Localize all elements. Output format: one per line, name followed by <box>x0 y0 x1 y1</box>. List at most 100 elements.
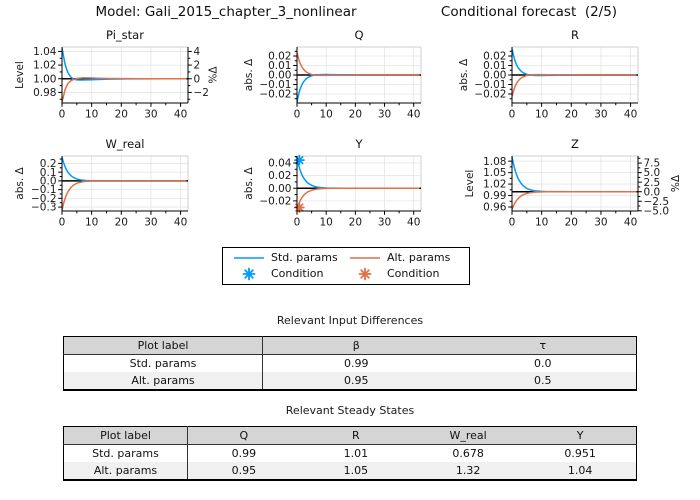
svg-text:30: 30 <box>378 109 391 121</box>
condition-star-icon <box>242 267 256 281</box>
subplot-title: Pi_star <box>106 28 144 42</box>
svg-text:−0.1: −0.1 <box>31 184 57 196</box>
svg-text:1.02: 1.02 <box>483 179 506 191</box>
table-cell: 1.04 <box>524 462 637 480</box>
table-cell: 1.05 <box>299 462 412 480</box>
std-params-line-sample <box>234 257 264 259</box>
series-line-alt <box>61 180 187 211</box>
table-row: Std. params 0.99 0.0 <box>63 354 637 372</box>
series-line-alt <box>511 73 637 97</box>
figure-title-model: Model: Gali_2015_chapter_3_nonlinear <box>95 4 357 20</box>
series-line-std <box>61 157 187 182</box>
svg-text:1.00: 1.00 <box>33 73 56 85</box>
svg-text:−0.02: −0.02 <box>259 89 291 101</box>
table-title: Relevant Steady States <box>285 404 415 417</box>
alt-params-line-sample <box>350 257 380 259</box>
svg-text:20: 20 <box>565 109 578 121</box>
svg-text:0.98: 0.98 <box>33 87 56 99</box>
table-title: Relevant Input Differences <box>276 314 424 327</box>
svg-text:−5.0: −5.0 <box>644 205 670 217</box>
svg-text:20: 20 <box>349 217 362 229</box>
column-header: β <box>262 336 450 355</box>
column-header: Y <box>524 426 637 445</box>
legend-label: Std. params <box>271 251 338 264</box>
svg-text:0.02: 0.02 <box>483 51 506 63</box>
svg-text:40: 40 <box>174 217 187 229</box>
svg-text:30: 30 <box>594 109 607 121</box>
svg-text:0.00: 0.00 <box>268 70 291 82</box>
svg-text:10: 10 <box>535 217 548 229</box>
table-cell: 1.01 <box>343 447 369 460</box>
svg-text:5.0: 5.0 <box>644 167 661 179</box>
table-cell: 0.678 <box>452 447 484 460</box>
subplot-title: Y <box>354 137 363 151</box>
subplot-title: R <box>571 28 579 42</box>
svg-text:0.04: 0.04 <box>268 158 292 170</box>
svg-text:−0.3: −0.3 <box>31 202 57 214</box>
y-axis-label: Level <box>14 61 26 89</box>
y-axis-label-right: %Δ <box>207 66 219 84</box>
svg-text:1.08: 1.08 <box>483 156 506 168</box>
condition-marker <box>293 202 305 213</box>
series-line-std <box>296 73 420 103</box>
table-cell: 0.0 <box>534 357 552 370</box>
svg-text:0.2: 0.2 <box>40 158 57 170</box>
svg-text:−0.02: −0.02 <box>474 89 506 101</box>
legend-label: Condition <box>271 267 324 280</box>
legend-column-std: Std. params Condition <box>233 250 349 282</box>
svg-text:30: 30 <box>144 109 157 121</box>
series-line-std <box>511 156 637 193</box>
svg-text:0: 0 <box>194 73 201 85</box>
svg-text:7.5: 7.5 <box>644 158 661 170</box>
legend-item-condition-std: Condition <box>233 267 349 281</box>
table-cell: 0.95 <box>262 372 450 390</box>
legend-label: Alt. params <box>387 251 451 264</box>
y-axis-label: abs. Δ <box>243 58 255 91</box>
legend-item-std-params: Std. params <box>233 251 349 265</box>
svg-text:40: 40 <box>624 109 637 121</box>
y-axis-label: Level <box>464 170 476 198</box>
svg-text:2.5: 2.5 <box>644 177 661 189</box>
legend: Std. params Condition Alt. params Con <box>222 247 470 285</box>
svg-text:20: 20 <box>565 217 578 229</box>
table-cell: 1.32 <box>412 462 525 480</box>
svg-text:0.96: 0.96 <box>483 202 507 214</box>
svg-text:20: 20 <box>349 109 362 121</box>
column-header: W_real <box>412 426 525 445</box>
column-header: Plot label <box>63 336 263 355</box>
svg-text:30: 30 <box>378 217 391 229</box>
column-header: R <box>299 426 412 445</box>
table-header-row: Plot label β τ <box>63 336 637 355</box>
table-cell: Alt. params <box>63 462 188 480</box>
table-row: Std. params 0.99 1.01 0.678 0.951 <box>63 444 637 462</box>
series-line-alt <box>296 187 420 210</box>
subplot-Pi_star: 0 10 20 30 400.981.001.021.04−2024Pi_starLev… <box>14 28 219 121</box>
svg-text:10: 10 <box>319 217 332 229</box>
table-cell: 0.5 <box>449 372 637 390</box>
steady-states-table: Plot label Q R W_real Y Std. params 0.99 1.01 0.… <box>63 426 637 481</box>
svg-text:40: 40 <box>407 217 420 229</box>
svg-text:0.1: 0.1 <box>40 167 57 179</box>
svg-text:40: 40 <box>174 109 187 121</box>
table-cell: 0.99 <box>344 357 369 370</box>
svg-text:0: 0 <box>294 217 301 229</box>
y-axis-label: abs. Δ <box>14 166 26 199</box>
svg-text:0.02: 0.02 <box>268 51 291 63</box>
svg-text:0: 0 <box>509 109 516 121</box>
table-row: Alt. params 0.95 0.5 <box>63 372 637 390</box>
subplot-W_real: 0 10 20 30 40 −0.3−0.2−0.10.00.10.2 W_real abs.… <box>14 137 189 229</box>
steady-states-section: Relevant Steady States Plot label Q R W_rea… <box>63 404 637 481</box>
svg-text:−2: −2 <box>194 87 209 99</box>
svg-text:4: 4 <box>194 46 201 58</box>
condition-star-icon <box>358 267 372 281</box>
svg-text:0.01: 0.01 <box>268 60 291 72</box>
y-axis-label: abs. Δ <box>243 166 255 199</box>
svg-text:0.0: 0.0 <box>644 186 661 198</box>
svg-text:0.99: 0.99 <box>483 190 506 202</box>
svg-text:0: 0 <box>294 109 301 121</box>
svg-text:0.01: 0.01 <box>483 60 506 72</box>
legend-item-alt-params: Alt. params <box>349 251 465 265</box>
subplot-title: W_real <box>106 137 145 151</box>
svg-text:0.00: 0.00 <box>483 70 506 82</box>
